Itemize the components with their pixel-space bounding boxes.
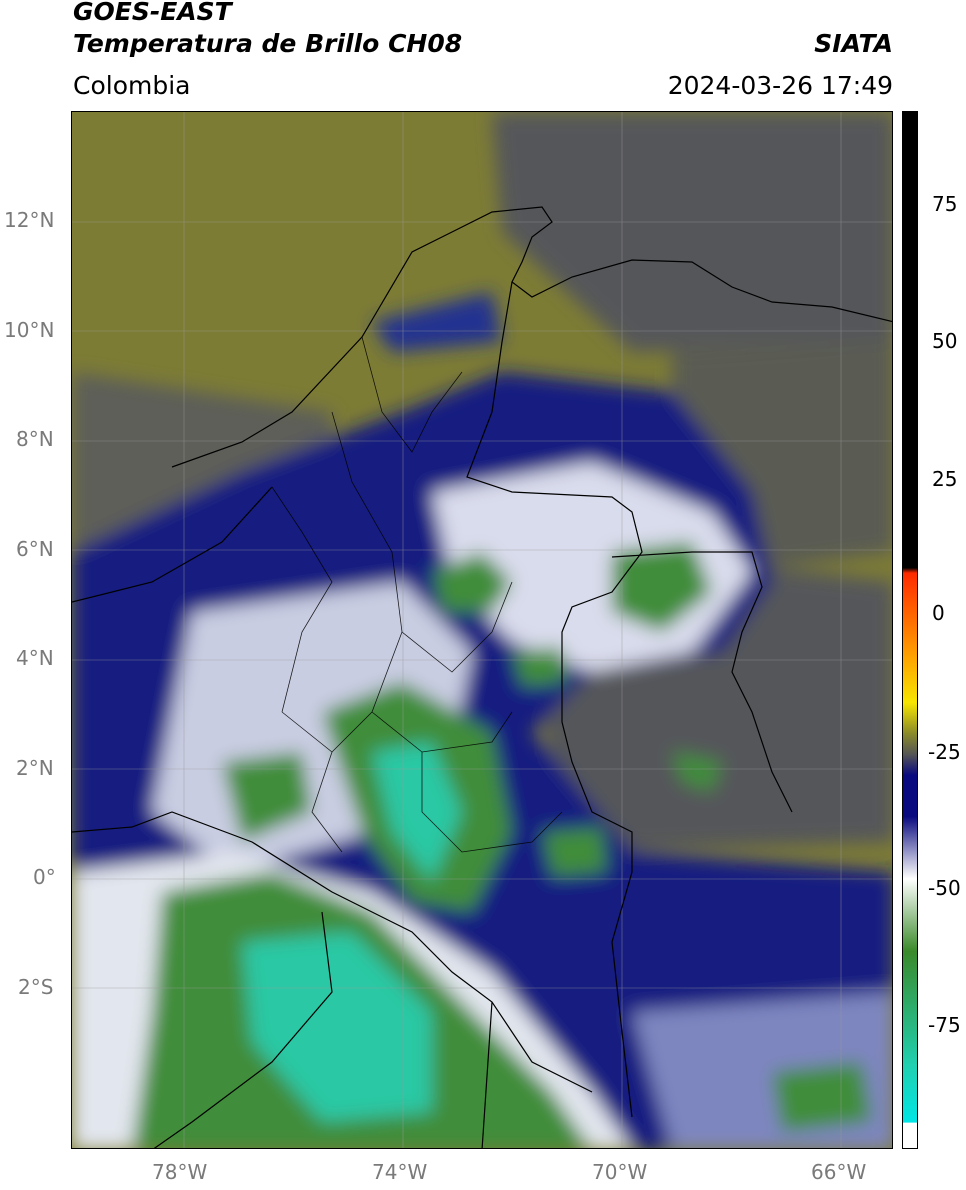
lon-label: 74°W	[372, 1160, 428, 1184]
lat-label: 4°N	[16, 646, 54, 670]
satellite-map[interactable]	[71, 111, 893, 1149]
lat-label: 12°N	[4, 208, 55, 232]
cloud-layer	[72, 112, 892, 1148]
colorbar-tick: 75	[932, 192, 958, 216]
lat-label: 10°N	[4, 318, 55, 342]
country-borders	[72, 206, 892, 1148]
colorbar-tick: 50	[932, 329, 958, 353]
lon-label: 70°W	[592, 1160, 648, 1184]
lat-label: 8°N	[16, 427, 54, 451]
datetime-label: 2024-03-26 17:49	[667, 71, 893, 100]
map-canvas	[72, 112, 892, 1148]
graticule	[72, 112, 892, 1148]
lon-label: 66°W	[811, 1160, 867, 1184]
org-label: SIATA	[814, 29, 893, 58]
lon-label: 78°W	[152, 1160, 208, 1184]
product-title: Temperatura de Brillo CH08	[73, 29, 463, 58]
colorbar	[902, 111, 918, 1149]
lat-label: 6°N	[16, 537, 54, 561]
lat-label: 2°S	[18, 975, 54, 999]
colorbar-tick: 0	[932, 601, 945, 625]
lat-label: 2°N	[16, 756, 54, 780]
colorbar-tick: -25	[928, 740, 961, 764]
colorbar-tick: 25	[932, 467, 958, 491]
department-borders	[271, 336, 563, 853]
colorbar-tick: -75	[928, 1013, 961, 1037]
colorbar-tick: -50	[928, 876, 961, 900]
satellite-title: GOES-EAST	[73, 0, 232, 26]
region-label: Colombia	[73, 71, 191, 100]
lat-label: 0°	[33, 865, 56, 889]
